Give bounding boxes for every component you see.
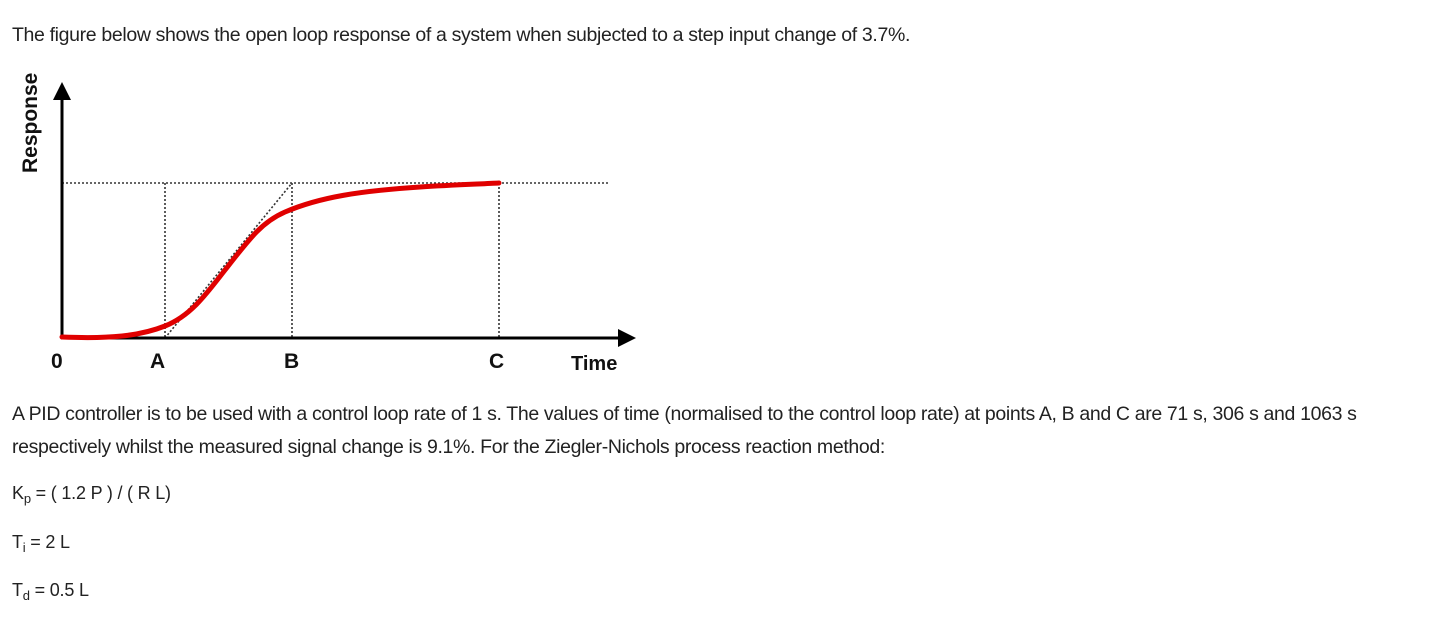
td-subscript: d <box>22 588 30 603</box>
x-axis-arrow-icon <box>618 329 636 347</box>
point-c-label: C <box>489 350 504 373</box>
equation-td: Td = 0.5 L <box>12 580 89 603</box>
equation-kp: Kp = ( 1.2 P ) / ( R L) <box>12 483 171 506</box>
td-symbol: T <box>12 580 23 600</box>
guide-lines <box>62 182 610 339</box>
point-a-label: A <box>150 350 165 373</box>
kp-subscript: p <box>23 491 31 506</box>
ti-expression: = 2 L <box>25 532 70 552</box>
y-axis-label: Response <box>19 73 42 173</box>
point-b-label: B <box>284 350 299 373</box>
kp-symbol: K <box>12 483 24 503</box>
response-curve <box>59 180 502 341</box>
kp-expression: = ( 1.2 P ) / ( R L) <box>30 483 171 503</box>
ti-subscript: i <box>22 540 26 555</box>
description-paragraph: A PID controller is to be used with a co… <box>12 403 1357 458</box>
equation-ti: Ti = 2 L <box>12 532 70 555</box>
td-expression: = 0.5 L <box>29 580 89 600</box>
x-axis-label: Time <box>571 353 617 375</box>
origin-label: 0 <box>51 350 63 373</box>
intro-paragraph: The figure below shows the open loop res… <box>12 24 911 46</box>
response-figure: Response 0 A B C Time <box>19 73 636 375</box>
axes <box>60 96 622 340</box>
ti-symbol: T <box>12 532 23 552</box>
y-axis-arrow-icon <box>53 82 71 100</box>
